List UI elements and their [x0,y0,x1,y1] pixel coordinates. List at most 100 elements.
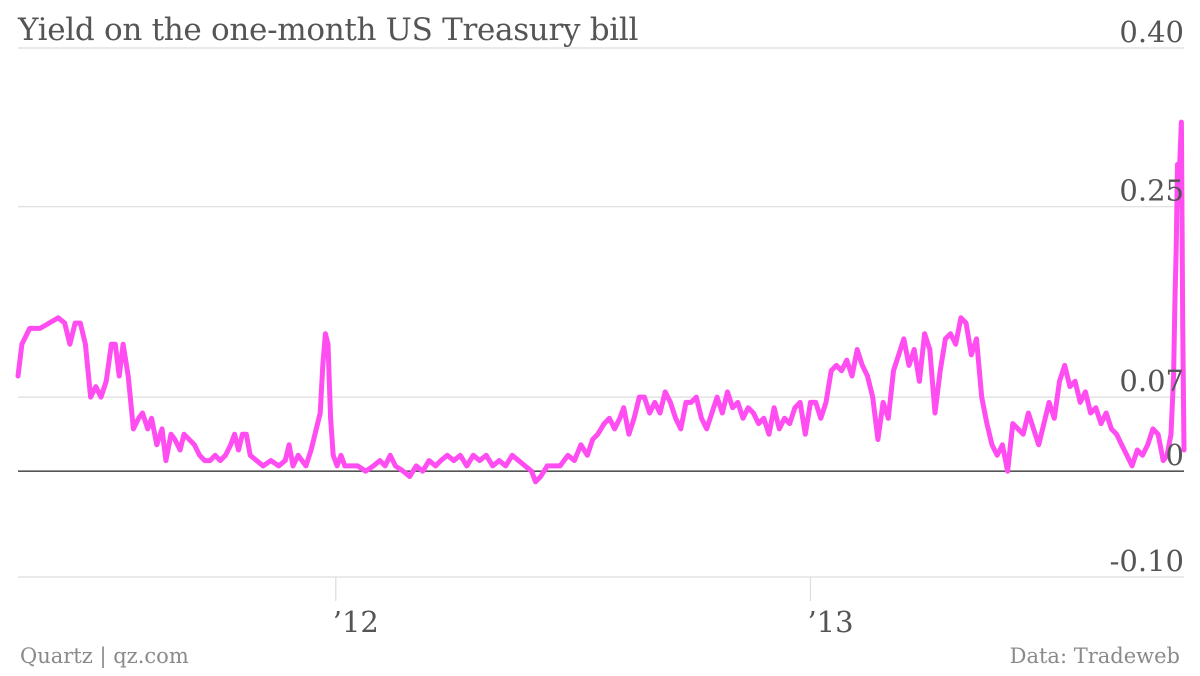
data-point [1021,432,1026,437]
data-point [88,394,93,400]
x-axis: ’12 ’13 [333,577,854,639]
data-point [865,373,870,379]
data-point [1168,432,1174,437]
data-point [320,363,325,368]
data-point [490,463,495,469]
data-point [522,463,528,469]
data-point [626,432,632,437]
data-point [232,432,237,437]
data-point [1041,421,1047,426]
data-point [355,463,360,469]
y-tick-label: 0.25 [1119,174,1184,208]
data-point [751,410,756,416]
data-point [538,474,543,479]
data-point [117,373,122,379]
data-point [829,368,834,373]
data-point [782,416,787,421]
data-point [303,463,309,469]
data-point [236,447,241,453]
data-point [694,394,699,400]
data-point [286,442,292,447]
data-point [823,400,829,405]
data-point [953,342,958,347]
data-point [1062,363,1067,368]
data-point [497,458,502,463]
data-point [533,479,538,484]
data-point [1036,442,1041,447]
data-point [551,463,556,469]
data-point [254,458,259,463]
data-point [818,416,823,421]
data-point [334,463,340,469]
data-point [1109,426,1114,432]
data-point [371,463,376,469]
data-point [83,342,88,347]
y-tick-label: 0.07 [1119,364,1184,398]
data-point [299,458,305,463]
data-point [503,463,508,469]
data-point [989,442,995,447]
data-point [1150,426,1156,432]
data-point [1088,410,1093,416]
data-point [657,410,663,416]
data-point [652,400,657,405]
data-point [849,373,855,379]
data-point [974,336,979,342]
data-point [1172,299,1178,305]
data-point [331,453,336,458]
data-point [1181,447,1187,453]
data-point [995,453,1000,458]
data-point [1176,183,1182,188]
data-point [621,405,626,410]
data-point [202,458,207,463]
data-point [19,342,25,347]
data-point [308,447,314,453]
data-point [631,416,637,421]
data-point [761,416,766,421]
data-point [932,410,938,416]
data-point [516,458,521,463]
data-point [163,458,169,463]
data-point [451,458,456,463]
data-point [912,347,917,352]
data-point [382,463,388,469]
data-point [704,426,709,432]
data-point [984,421,990,426]
data-point [875,437,881,442]
series-points-0 [15,119,1187,484]
data-point [159,426,165,432]
data-point [870,394,875,400]
data-point [1104,410,1109,416]
data-point [545,463,550,469]
data-point [917,379,922,384]
data-point [109,342,114,347]
data-point [740,416,746,421]
data-point [709,410,715,416]
data-point [803,432,808,437]
y-tick-label: 0 [1166,438,1184,472]
data-point [140,410,145,416]
y-tick-label: 0.40 [1119,15,1184,49]
data-point [730,405,735,410]
data-point [1129,463,1135,469]
data-point [578,442,584,447]
data-point [342,463,347,469]
data-point [98,394,104,400]
data-point [1015,426,1021,432]
data-point [314,426,319,432]
data-point [756,421,761,426]
data-point [1072,379,1078,384]
data-point [192,442,197,447]
data-point [1078,400,1083,405]
data-point [585,453,590,458]
data-point [860,363,865,368]
data-point [228,442,233,447]
y-axis: 0.40 0.25 0.07 0 -0.10 [1110,15,1184,578]
data-point [612,426,617,432]
data-point [464,463,469,469]
data-point [557,463,563,469]
data-point [15,373,21,379]
data-point [244,432,249,437]
data-point [218,458,223,463]
